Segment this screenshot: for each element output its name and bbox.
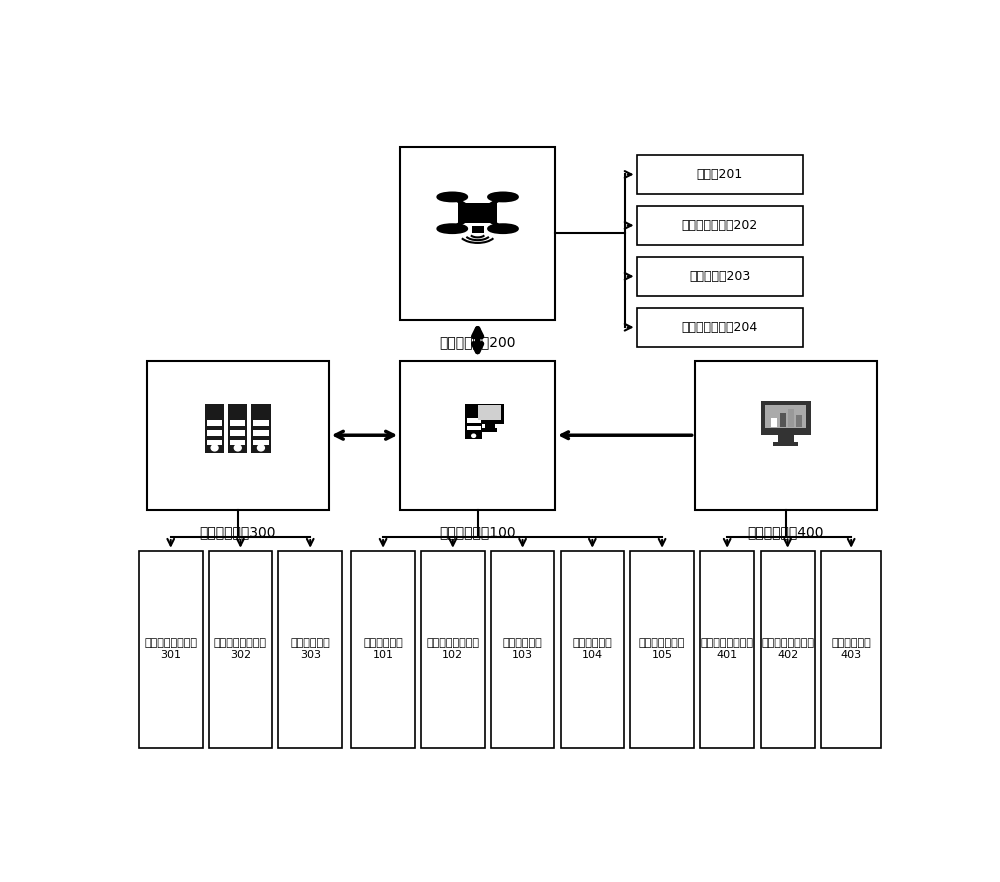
Bar [765,405,806,429]
Ellipse shape [438,225,467,233]
Bar [400,361,555,510]
Bar [351,550,415,748]
Circle shape [257,445,264,451]
Bar [695,361,877,510]
Bar [478,406,501,420]
Text: 数据采集模块200: 数据采集模块200 [439,334,516,348]
Circle shape [471,433,476,438]
Bar [278,550,342,748]
Bar [778,436,794,442]
Circle shape [234,445,241,451]
Bar [761,550,815,748]
Bar [796,415,802,427]
Text: 航路控制单元
103: 航路控制单元 103 [503,638,542,661]
Bar [467,426,481,430]
Bar [771,418,777,427]
Text: 数据存储模块300: 数据存储模块300 [200,525,276,539]
Bar [637,206,803,245]
Bar [230,439,245,445]
Text: 气象监测单元
101: 气象监测单元 101 [363,638,403,661]
Bar [467,418,481,422]
Bar [228,404,247,452]
Bar [637,308,803,347]
Text: 巡检画面显示单元
102: 巡检画面显示单元 102 [426,638,479,661]
Bar [773,442,798,445]
Bar [761,400,811,436]
Bar [476,404,504,423]
Circle shape [211,445,218,451]
Text: 红外测距传感器204: 红外测距传感器204 [682,321,758,333]
Bar [139,550,202,748]
Bar [207,420,222,426]
Bar [465,404,482,439]
Bar [491,550,554,748]
Text: 无人机201: 无人机201 [697,168,743,181]
Text: 红外摄像头203: 红外摄像头203 [689,270,750,283]
Bar [458,203,497,223]
Bar [251,404,271,452]
Bar [482,429,497,431]
Bar [630,550,694,748]
Text: 历史数据存储单元
301: 历史数据存储单元 301 [144,638,197,661]
Text: 高分辨率摄像头202: 高分辨率摄像头202 [682,219,758,232]
Bar [147,361,329,510]
Bar [472,227,484,233]
Text: 巡检管理系统100: 巡检管理系统100 [439,525,516,539]
Bar [780,414,786,427]
Bar [485,423,495,429]
Bar [209,550,272,748]
Text: 故障数据存储单元
302: 故障数据存储单元 302 [214,638,267,661]
Bar [205,404,224,452]
Ellipse shape [488,225,517,233]
Bar [821,550,881,748]
Text: 轮组磨损故障检测
401: 轮组磨损故障检测 401 [701,638,754,661]
Text: 故障总结单元
104: 故障总结单元 104 [572,638,612,661]
Bar [253,439,269,445]
Ellipse shape [438,193,467,201]
Text: 无人机机巢单元
105: 无人机机巢单元 105 [639,638,685,661]
Bar [637,154,803,194]
Bar [421,550,485,748]
Bar [253,420,269,426]
Text: 缆绳异物检测
403: 缆绳异物检测 403 [831,638,871,661]
Text: 螺栓连接故障检测
402: 螺栓连接故障检测 402 [761,638,814,661]
Bar [207,439,222,445]
Bar [230,420,245,426]
Bar [561,550,624,748]
Bar [700,550,754,748]
Text: 数据检索单元
303: 数据检索单元 303 [290,638,330,661]
Ellipse shape [488,193,517,201]
Bar [637,257,803,296]
Bar [788,409,794,427]
Bar [230,430,245,436]
Bar [400,146,555,320]
Bar [253,430,269,436]
Text: 故障分析模块400: 故障分析模块400 [747,525,824,539]
Bar [207,430,222,436]
